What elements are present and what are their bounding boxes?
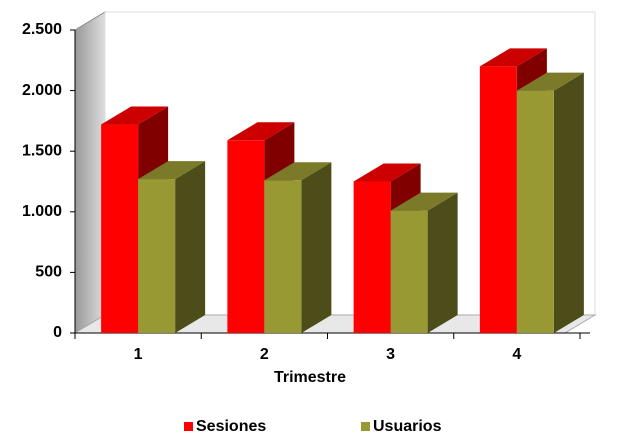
bar-top — [138, 161, 206, 180]
bar-side — [301, 162, 332, 333]
bar — [516, 90, 554, 333]
bar-top — [264, 162, 332, 181]
bar-top — [227, 122, 295, 141]
bar-top — [390, 192, 458, 211]
bar-top — [353, 163, 421, 182]
bar-top — [516, 72, 584, 91]
left-wall — [74, 11, 106, 334]
legend-swatch — [184, 422, 193, 431]
x-tick-label: 1 — [134, 346, 143, 363]
y-tick-label: 2.500 — [22, 21, 62, 38]
bar-side — [427, 192, 458, 333]
bar — [353, 181, 391, 333]
x-tick-label: 2 — [260, 346, 269, 363]
bar-side — [175, 161, 206, 333]
y-tick-label: 1.000 — [22, 203, 62, 220]
y-tick-label: 500 — [35, 264, 62, 281]
legend-swatch — [361, 422, 370, 431]
y-tick-label: 2.000 — [22, 82, 62, 99]
legend-label: Sesiones — [196, 418, 266, 435]
bar — [479, 66, 517, 334]
legend-label: Usuarios — [373, 418, 442, 435]
bar-top — [479, 48, 547, 67]
bar — [101, 124, 139, 333]
x-tick-label: 3 — [386, 346, 395, 363]
x-tick-label: 4 — [512, 346, 521, 363]
bar — [264, 180, 302, 333]
x-axis-title: Trimestre — [274, 369, 346, 386]
y-tick-label: 1.500 — [22, 142, 62, 159]
bar-side — [553, 72, 584, 333]
bar-top — [101, 106, 169, 125]
bar — [138, 179, 176, 333]
bar — [227, 140, 265, 333]
y-tick-label: 0 — [53, 324, 62, 341]
bar — [390, 210, 428, 333]
